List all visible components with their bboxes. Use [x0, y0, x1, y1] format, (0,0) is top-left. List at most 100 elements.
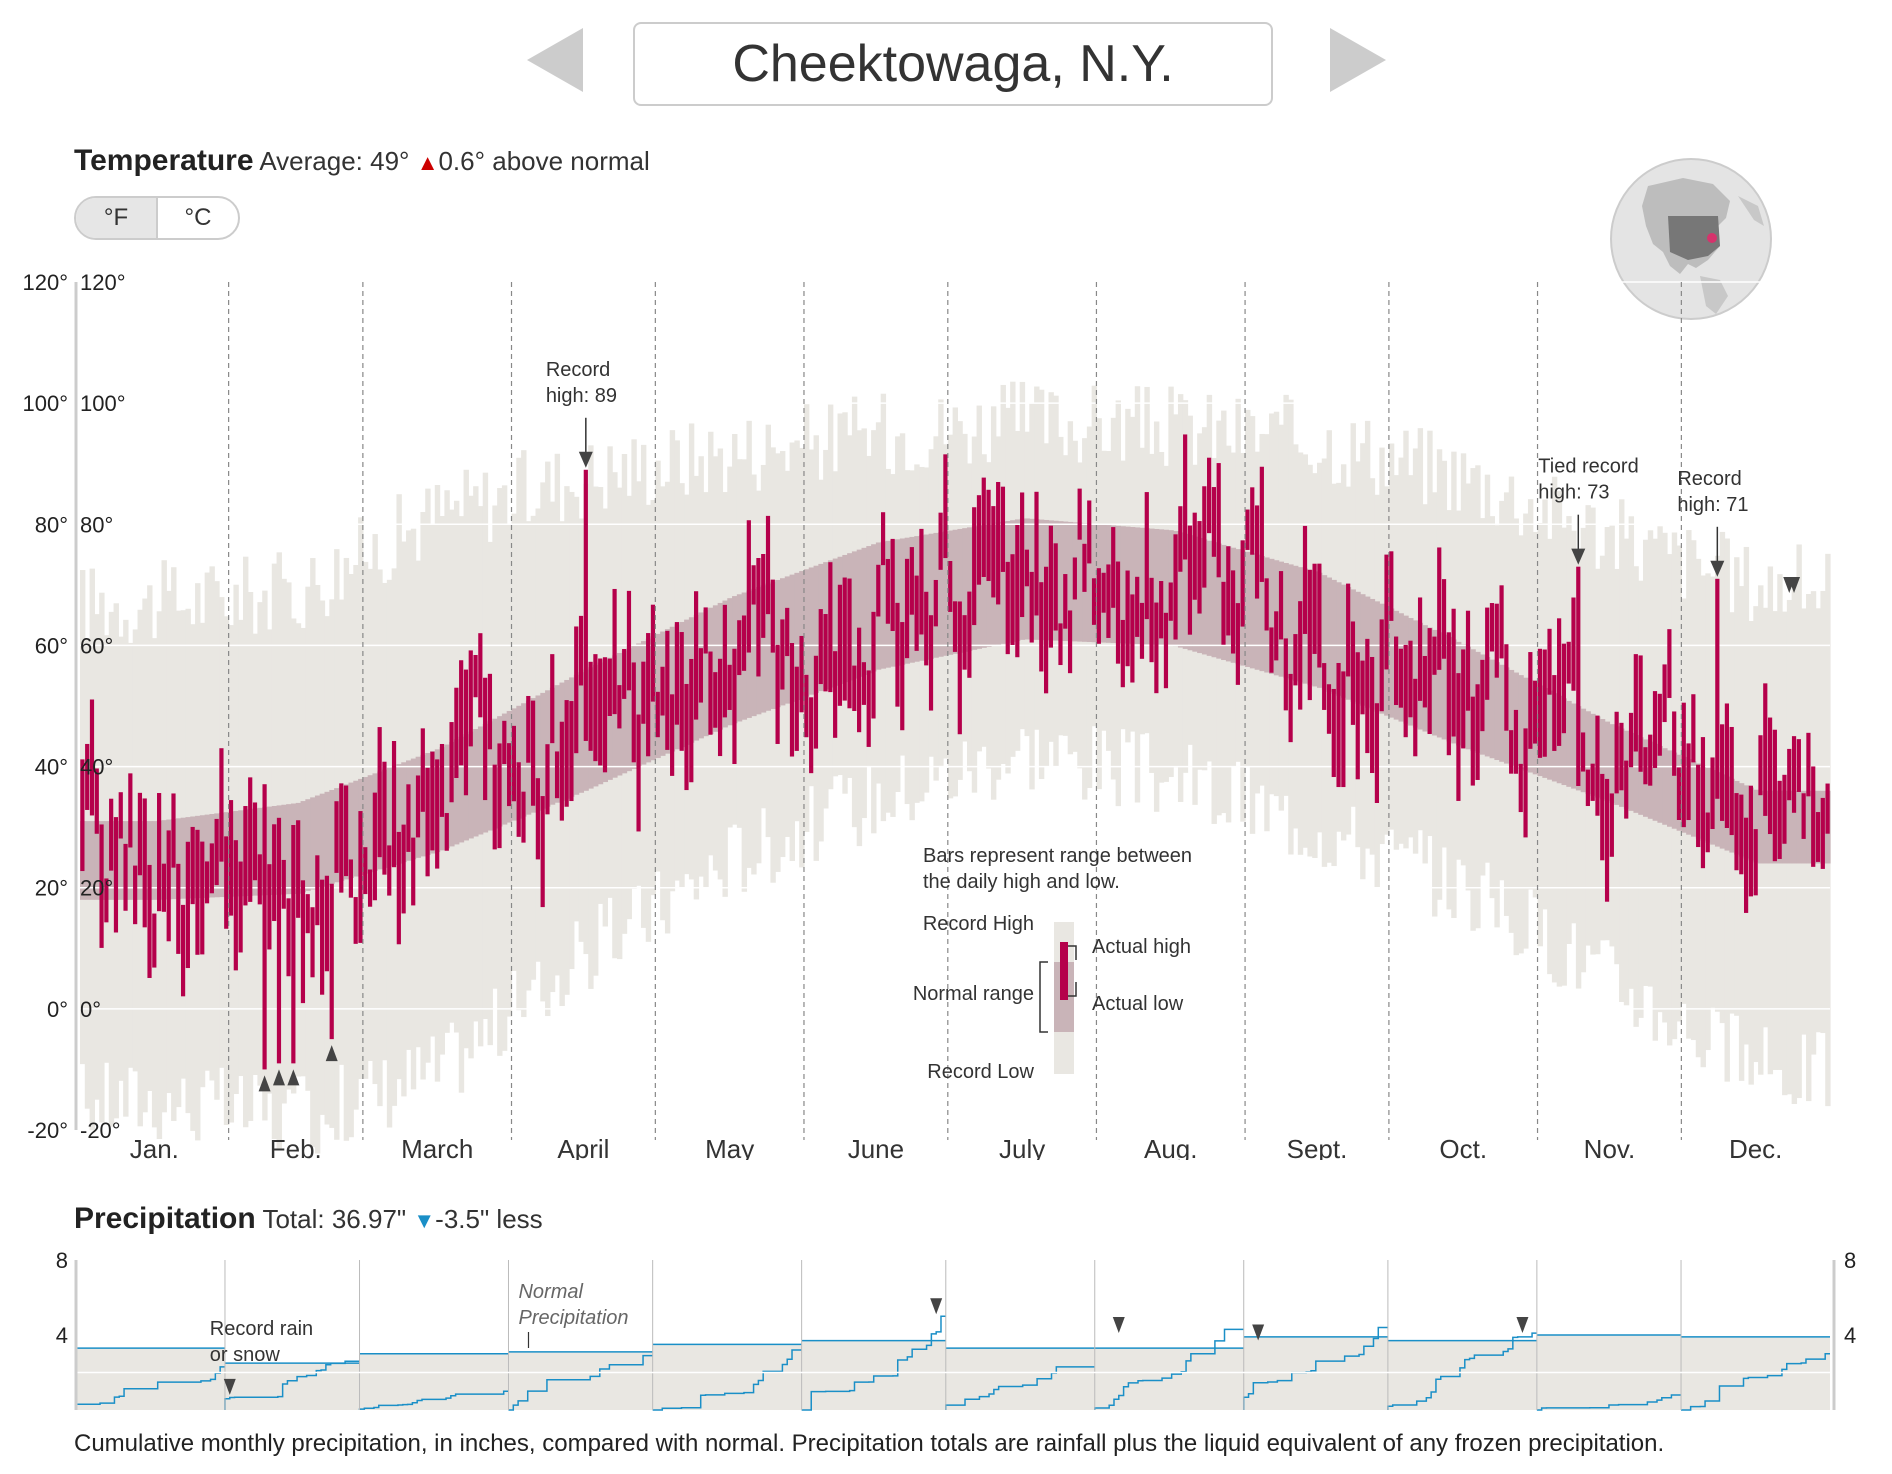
actual-range-bar [703, 607, 708, 654]
actual-range-bar [1595, 715, 1600, 816]
unit-fahrenheit-button[interactable]: °F [76, 198, 158, 238]
actual-range-bar [238, 861, 243, 953]
temperature-anomaly: 0.6° above normal [438, 146, 650, 176]
city-name[interactable]: Cheektowaga, N.Y. [633, 22, 1273, 106]
next-city-arrow-icon[interactable] [1330, 28, 1386, 92]
actual-range-bar [737, 620, 742, 676]
actual-range-bar [1207, 457, 1212, 534]
normal-range-bar [727, 598, 733, 726]
normal-range-bar [238, 810, 244, 897]
precip-actual-line [508, 1354, 653, 1411]
actual-range-bar [1489, 603, 1495, 652]
normal-range-bar [329, 789, 335, 884]
actual-range-bar [693, 591, 699, 720]
actual-range-bar [281, 859, 286, 909]
temperature-axes: 120° 120° 100° 100° 80° 80° 60° 60° 40° 40° 20° 20°… [22, 270, 1782, 1160]
actual-range-bar [847, 578, 852, 709]
normal-range-bar [1566, 700, 1572, 787]
actual-range-bar [1739, 794, 1744, 875]
actual-range-bar [214, 818, 219, 886]
actual-range-bar [310, 907, 315, 978]
actual-range-bar [1441, 579, 1447, 659]
actual-range-bar [1331, 688, 1336, 778]
actual-range-bar [1168, 582, 1173, 621]
actual-range-bar [228, 800, 234, 916]
normal-range-bar [501, 713, 508, 825]
normal-range-bar [1590, 713, 1596, 796]
unit-celsius-button[interactable]: °C [184, 204, 212, 231]
normal-range-bar [1249, 553, 1256, 669]
actual-range-bar [607, 658, 612, 716]
precipitation-header: Precipitation Total: 36.97" ▼-3.5" less [74, 1202, 543, 1236]
actual-range-bar [775, 644, 780, 744]
actual-range-bar [1398, 648, 1403, 708]
previous-city-arrow-icon[interactable] [527, 28, 583, 92]
actual-range-bar [1729, 726, 1734, 836]
actual-range-bar [1250, 487, 1255, 555]
actual-range-bar [1734, 793, 1739, 871]
normal-range-bar [324, 791, 330, 886]
actual-range-bar [617, 685, 622, 729]
actual-range-bar [1005, 561, 1010, 655]
actual-range-bar [837, 584, 843, 706]
actual-range-bar [689, 658, 694, 783]
actual-range-bar [185, 841, 190, 969]
actual-range-bar [967, 591, 972, 678]
actual-range-bar [866, 670, 871, 747]
actual-range-bar [1139, 602, 1145, 659]
actual-range-bar [1355, 652, 1360, 780]
normal-range-bar [1523, 677, 1529, 771]
actual-range-bar [358, 811, 363, 943]
normal-range-bar [453, 739, 460, 845]
actual-range-bar [794, 666, 799, 751]
record-high-marker-icon [1571, 548, 1586, 565]
legend-normal-bracket [1039, 961, 1048, 1033]
y-tick-label-left: 0° [47, 997, 68, 1022]
actual-range-bar [1010, 554, 1015, 645]
actual-range-bar [1667, 629, 1672, 698]
precipitation-anomaly: -3.5" less [435, 1204, 543, 1234]
temperature-chart: 120° 120° 100° 100° 80° 80° 60° 60° 40° 40° 20° 20°… [22, 270, 1831, 1160]
actual-range-bar [200, 841, 205, 955]
actual-range-bar [1072, 557, 1077, 600]
actual-range-bar [1278, 571, 1284, 640]
actual-range-bar [780, 619, 785, 690]
actual-range-bar [569, 701, 574, 802]
actual-range-bar [1461, 649, 1466, 749]
actual-range-bar [1509, 730, 1514, 774]
actual-range-bar [1245, 509, 1250, 550]
actual-range-bar [1235, 603, 1240, 685]
actual-range-bar [233, 840, 238, 971]
actual-range-bar [1163, 612, 1169, 689]
actual-range-bar [631, 662, 636, 763]
actual-range-bar [1571, 597, 1576, 691]
normal-range-bar [952, 529, 958, 654]
normal-range-bar [396, 764, 402, 864]
normal-range-bar [794, 572, 800, 701]
month-label: Sept. [1287, 1134, 1348, 1160]
actual-range-bar [526, 695, 531, 763]
annotation-label: Record [1677, 468, 1741, 490]
actual-range-bar [507, 743, 512, 807]
actual-range-bar [372, 792, 377, 901]
actual-range-bar [161, 863, 167, 912]
actual-range-bar [833, 651, 838, 738]
precip-normal-area [224, 1363, 360, 1410]
y-tick-label-left: 80° [35, 512, 68, 537]
normal-range-bar [1518, 675, 1524, 769]
actual-range-bar [962, 615, 967, 670]
actual-range-bar [612, 588, 617, 715]
actual-range-bar [1370, 656, 1375, 774]
normal-range-bar [1369, 598, 1376, 710]
precip-record-annotation: Record rain [210, 1318, 313, 1340]
actual-range-bar [765, 515, 771, 615]
normal-range-bar [1599, 719, 1606, 800]
actual-range-bar [1159, 581, 1164, 639]
actual-range-bar [602, 657, 608, 773]
normal-range-bar [578, 672, 585, 793]
month-label: April [557, 1134, 609, 1160]
actual-range-bar [1226, 546, 1231, 636]
normal-range-bar [310, 797, 316, 890]
actual-range-bar [353, 897, 358, 944]
actual-range-bar [339, 783, 344, 893]
